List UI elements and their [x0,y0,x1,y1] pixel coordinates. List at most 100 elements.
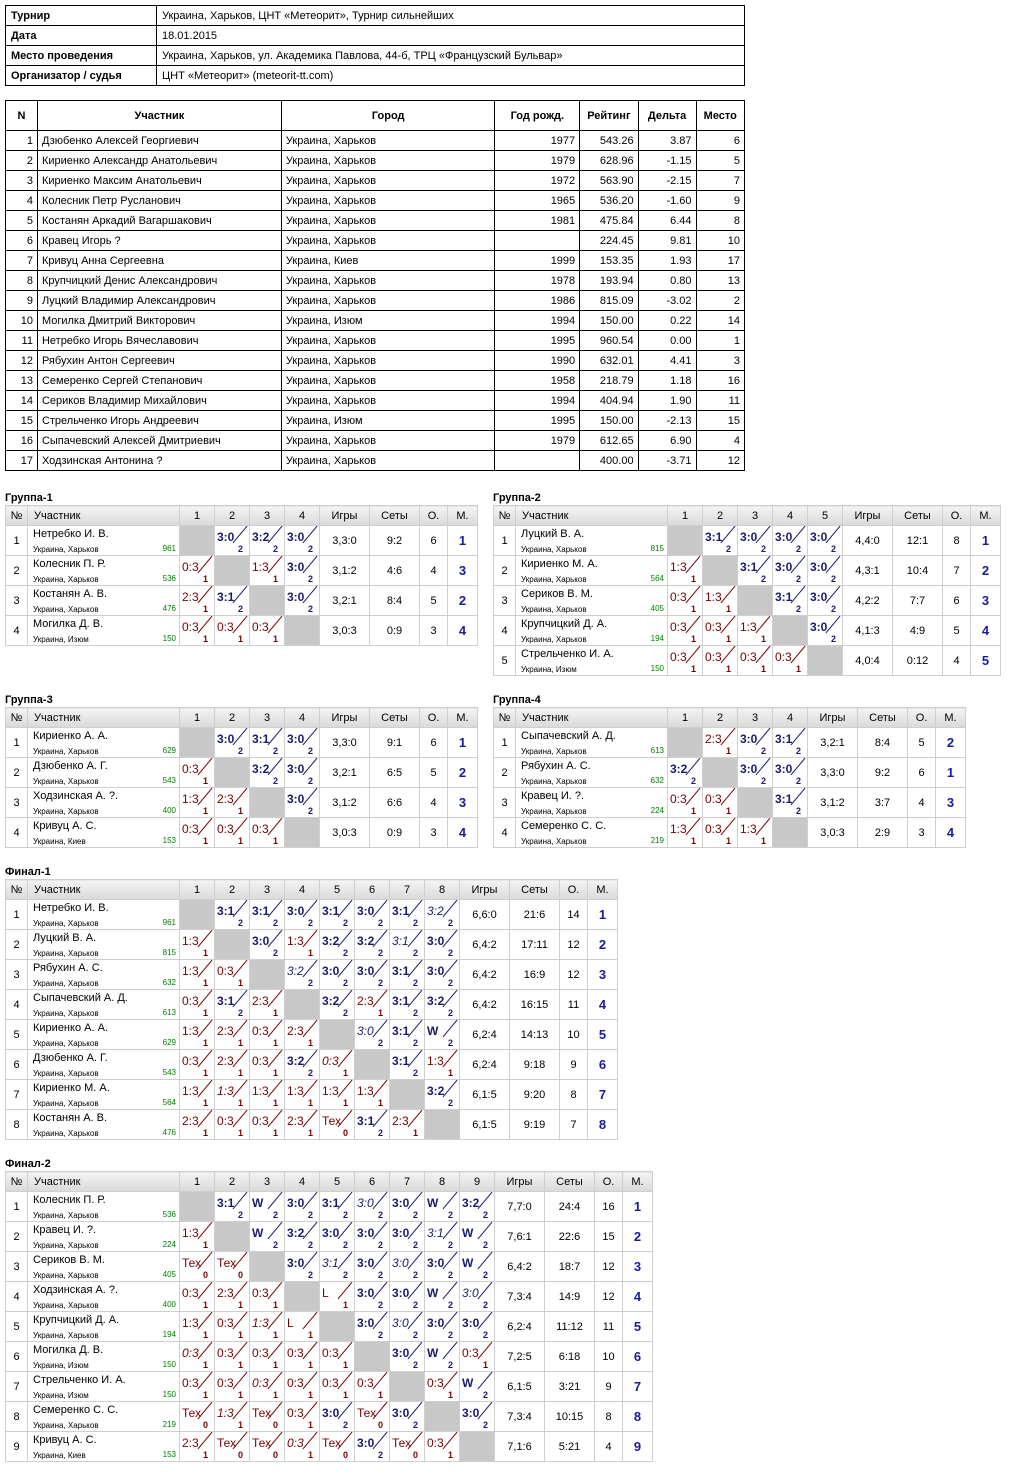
slash-divider [232,1371,248,1390]
player-cell: Семеренко С. С. Украина, Харьков 219 [515,817,668,848]
match-points: 1 [272,1098,278,1108]
match-result: 1:3 1 [179,1221,215,1252]
games-cell: 7,2:5 [494,1341,545,1372]
match-score: 0:3 [670,792,687,806]
points-cell: 12 [594,1251,623,1282]
match-result: 0:3 1 [702,615,738,646]
slash-divider [372,1431,388,1450]
match-points: 2 [482,1240,488,1250]
slash-divider [720,787,736,806]
match-points: 2 [412,1420,418,1430]
match-result: 0:3 1 [214,817,250,848]
match-points: 2 [795,544,801,554]
match-score: 0:3 [182,1376,199,1390]
match-score: 0:3 [705,822,722,836]
match-points: 1 [690,574,696,584]
group-row: 3 Кравец И. ?. Украина, Харьков 224 0:3 1 0:3 1… [493,787,966,818]
participant-row: 8 Крупчицкий Денис Александрович Украина, … [5,270,746,291]
group-header-cell: Сеты [857,707,908,728]
sets-cell: 0:12 [892,645,943,676]
match-score: 1:3 [427,1054,444,1068]
place-cell: 5 [587,1019,618,1050]
match-score: 3:0 [392,1406,410,1420]
games-cell: 3,0:3 [319,615,370,646]
slash-divider [267,899,283,918]
participant-row: 2 Кириенко Александр Анатольевич Украина, … [5,150,746,171]
match-score: 0:3 [182,762,199,776]
row-number: 4 [493,615,516,646]
group-row: 3 Сериков В. М. Украина, Харьков 405 Тех 0 Тех… [5,1251,653,1282]
match-points: 1 [725,836,731,846]
games-cell: 4,1:3 [842,615,893,646]
match-result: 0:3 1 [424,1431,460,1462]
group-row: 1 Сыпачевский А. Д. Украина, Харьков 613 2:3… [493,727,966,758]
match-result: 3:0 2 [284,585,320,616]
row-number: 7 [5,1371,28,1402]
participant-cell: 14 [695,310,746,331]
match-points: 2 [412,948,418,958]
match-points: 2 [447,918,453,928]
points-cell: 12 [559,959,588,990]
match-result: 3:1 2 [319,1191,355,1222]
group-header-cell: 3 [249,505,285,526]
player-rating: 815 [650,544,664,553]
slash-divider [232,727,248,746]
group-row: 2 Кириенко М. А. Украина, Харьков 564 1:3 1 3:… [493,555,1001,586]
participant-cell: 0.00 [637,330,697,351]
match-result: 1:3 1 [179,1079,215,1110]
slash-divider [755,525,771,544]
group-row: 5 Крупчицкий Д. А. Украина, Харьков 194 1:3 1… [5,1311,653,1342]
group-row: 2 Луцкий В. А. Украина, Харьков 815 1:3 1 3:0 2… [5,929,618,960]
match-score: Тех [217,1436,237,1450]
participant-cell: Кравец Игорь ? [36,230,282,251]
match-points: 1 [272,1300,278,1310]
match-score: 0:3 [252,1054,269,1068]
match-score: 3:0 [287,762,305,776]
slash-divider [197,1281,213,1300]
participant-cell: -3.02 [637,290,697,311]
slash-divider [302,757,318,776]
match-result: 3:0 2 [459,1281,495,1312]
match-score: 3:1 [705,530,723,544]
match-score: 3:1 [392,1024,410,1038]
sets-cell: 9:19 [509,1109,560,1140]
sets-cell: 8:4 [369,585,420,616]
group-table: № Участник 1 2 3 4 Игры Сеты О. М. 1 Нетребко И. В.… [5,505,478,646]
participant-cell: 475.84 [579,210,639,231]
match-score: 1:3 [287,1084,304,1098]
match-score: 0:3 [252,1286,269,1300]
games-cell: 6,1:5 [494,1371,545,1402]
match-points: 1 [272,634,278,644]
sets-cell: 24:4 [544,1191,595,1222]
slash-divider [755,757,771,776]
slash-divider [685,645,701,664]
match-score: 1:3 [252,1084,269,1098]
points-cell: 3 [419,615,448,646]
participant-cell: 11 [5,330,38,351]
match-score: 3:2 [287,1226,305,1240]
match-score: 3:0 [322,964,340,978]
points-cell: 8 [942,525,971,556]
place-cell: 2 [447,585,478,616]
match-result: 1:3 1 [179,1019,215,1050]
place-cell: 4 [970,615,1001,646]
match-points: 1 [237,806,243,816]
info-value: Украина, Харьков, ул. Академика Павлова,… [156,45,745,66]
participant-cell: 153.35 [579,250,639,271]
player-cell: Колесник П. Р. Украина, Харьков 536 [27,555,180,586]
match-score: 0:3 [705,792,722,806]
participant-cell: 1978 [494,270,581,291]
participant-cell: Украина, Харьков [280,430,496,451]
points-cell: 6 [942,585,971,616]
place-cell: 3 [447,787,478,818]
player-rating: 476 [162,604,176,613]
match-points: 1 [202,1008,208,1018]
match-points: 2 [760,776,766,786]
slash-divider [232,1281,248,1300]
slash-divider [720,525,736,544]
match-score: W [462,1226,474,1240]
place-cell: 4 [447,817,478,848]
match-points: 1 [202,1240,208,1250]
player-city: Украина, Харьков [33,747,99,756]
